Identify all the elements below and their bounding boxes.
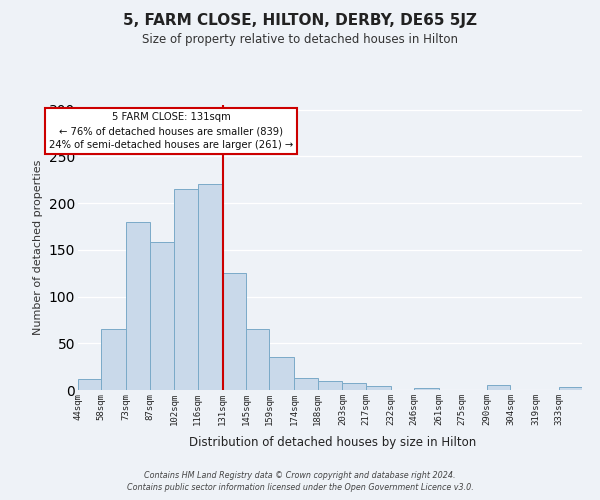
Bar bbox=[343, 382, 366, 390]
Bar bbox=[559, 387, 582, 390]
Bar bbox=[366, 386, 391, 390]
Y-axis label: Number of detached properties: Number of detached properties bbox=[33, 160, 43, 335]
Text: Contains public sector information licensed under the Open Government Licence v3: Contains public sector information licen… bbox=[127, 484, 473, 492]
Bar bbox=[223, 273, 246, 390]
Bar bbox=[246, 330, 269, 390]
Text: 5 FARM CLOSE: 131sqm
← 76% of detached houses are smaller (839)
24% of semi-deta: 5 FARM CLOSE: 131sqm ← 76% of detached h… bbox=[49, 112, 293, 150]
Text: Size of property relative to detached houses in Hilton: Size of property relative to detached ho… bbox=[142, 32, 458, 46]
Bar bbox=[487, 386, 511, 390]
Text: Contains HM Land Registry data © Crown copyright and database right 2024.: Contains HM Land Registry data © Crown c… bbox=[144, 471, 456, 480]
Text: 5, FARM CLOSE, HILTON, DERBY, DE65 5JZ: 5, FARM CLOSE, HILTON, DERBY, DE65 5JZ bbox=[123, 12, 477, 28]
Bar bbox=[126, 222, 149, 390]
Bar bbox=[78, 379, 101, 390]
Bar bbox=[317, 380, 343, 390]
Text: Distribution of detached houses by size in Hilton: Distribution of detached houses by size … bbox=[190, 436, 476, 449]
Bar bbox=[269, 358, 294, 390]
Bar bbox=[101, 330, 126, 390]
Bar bbox=[175, 189, 198, 390]
Bar bbox=[149, 242, 175, 390]
Bar bbox=[294, 378, 317, 390]
Bar bbox=[414, 388, 439, 390]
Bar bbox=[198, 184, 223, 390]
